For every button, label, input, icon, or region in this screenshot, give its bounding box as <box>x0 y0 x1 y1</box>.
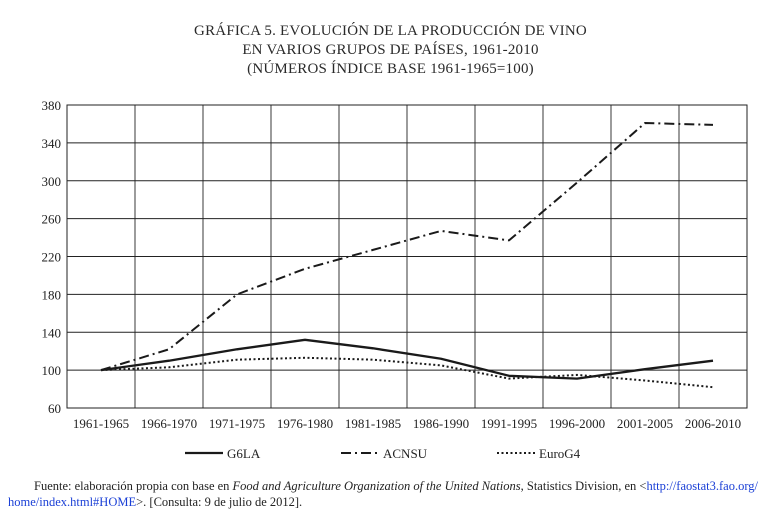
series-line-acnsu <box>100 122 714 372</box>
series-line-eurog4 <box>100 356 714 389</box>
x-tick-label: 1976-1980 <box>277 416 333 431</box>
line-chart: 380 340 300 260 220 180 140 100 60 1961-1965 1966-… <box>42 98 748 461</box>
series-line-g6la <box>100 338 714 380</box>
legend-label: EuroG4 <box>539 446 581 461</box>
source-prefix: Fuente: elaboración propia con base en <box>34 479 233 493</box>
chart-title: GRÁFICA 5. EVOLUCIÓN DE LA PRODUCCIÓN DE… <box>0 22 781 79</box>
y-tick-label: 380 <box>42 98 62 113</box>
y-tick-label: 100 <box>42 363 62 378</box>
source-note: Fuente: elaboración propia con base en F… <box>8 478 778 510</box>
x-tick-label: 1971-1975 <box>209 416 265 431</box>
x-tick-label: 1996-2000 <box>549 416 605 431</box>
y-tick-label: 180 <box>42 287 62 302</box>
legend-item-acnsu: ACNSU <box>341 446 428 461</box>
legend-item-eurog4: EuroG4 <box>497 446 581 461</box>
chart-title-line-3: (NÚMEROS ÍNDICE BASE 1961-1965=100) <box>247 61 534 77</box>
source-middle: , Statistics Division, en < <box>520 479 647 493</box>
x-tick-label: 1991-1995 <box>481 416 537 431</box>
x-tick-label: 1966-1970 <box>141 416 197 431</box>
chart-title-line-1: GRÁFICA 5. EVOLUCIÓN DE LA PRODUCCIÓN DE… <box>194 23 587 39</box>
legend-label: ACNSU <box>383 446 428 461</box>
y-tick-label: 220 <box>42 250 62 265</box>
source-link-part-1[interactable]: http://faostat3.fao.org/ <box>646 479 758 493</box>
x-tick-label: 2006-2010 <box>685 416 741 431</box>
y-tick-label: 140 <box>42 325 62 340</box>
plot-frame <box>66 104 748 409</box>
y-tick-label: 260 <box>42 212 62 227</box>
source-organization: Food and Agriculture Organization of the… <box>232 479 521 493</box>
x-tick-label: 1961-1965 <box>73 416 129 431</box>
x-tick-label: 1986-1990 <box>413 416 469 431</box>
x-tick-label: 2001-2005 <box>617 416 673 431</box>
legend-item-g6la: G6LA <box>185 446 261 461</box>
y-tick-label: 300 <box>42 174 62 189</box>
source-suffix: >. [Consulta: 9 de julio de 2012]. <box>136 495 303 509</box>
x-tick-label: 1981-1985 <box>345 416 401 431</box>
source-link-part-2[interactable]: home/index.html#HOME <box>8 495 137 509</box>
chart-title-line-2: EN VARIOS GRUPOS DE PAÍSES, 1961-2010 <box>242 42 539 58</box>
y-tick-label: 340 <box>42 136 62 151</box>
legend-label: G6LA <box>227 446 261 461</box>
y-tick-label: 60 <box>48 401 61 416</box>
